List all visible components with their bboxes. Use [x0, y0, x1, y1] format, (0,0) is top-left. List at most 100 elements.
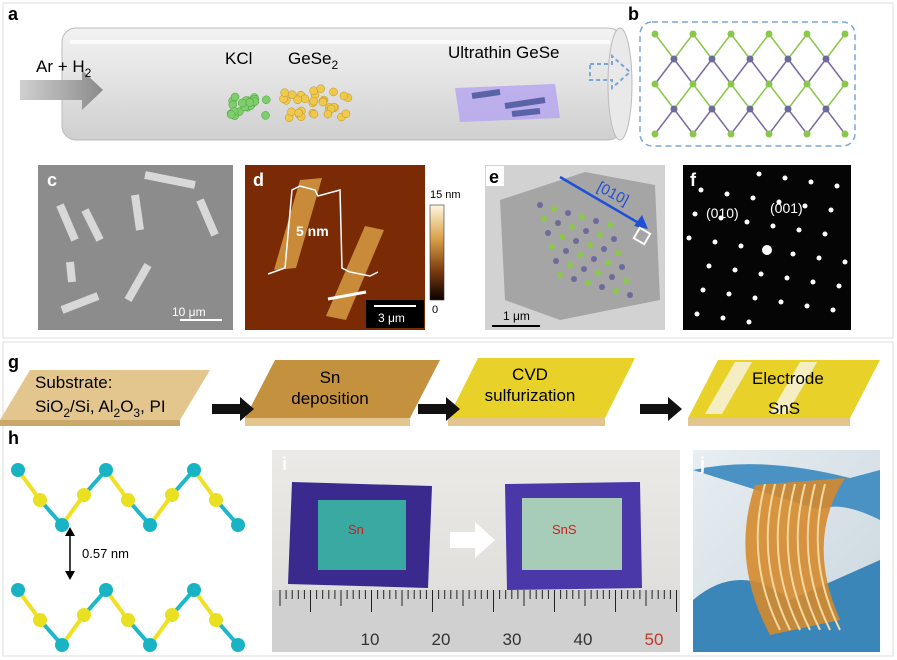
- diffraction-spot: [796, 227, 802, 233]
- subscript: 2: [63, 406, 70, 420]
- diffraction-spot: [822, 231, 828, 237]
- atom: [565, 210, 571, 216]
- panel-e: [010] 1 μm e: [485, 165, 665, 330]
- scale-bar-label: 10 μm: [172, 305, 206, 319]
- atom: [579, 214, 585, 220]
- atom: [597, 232, 603, 238]
- atom: [670, 55, 678, 63]
- panel-label: b: [628, 4, 639, 24]
- atom: [784, 105, 792, 113]
- atom: [541, 216, 547, 222]
- substrate-text: /Si, Al: [70, 397, 113, 416]
- profile-line: [327, 290, 367, 301]
- bond: [825, 33, 846, 60]
- bond: [673, 33, 694, 60]
- diffraction-spot: [782, 175, 788, 181]
- atom: [803, 130, 811, 138]
- colorbar: [429, 204, 445, 301]
- substrate-text: O: [120, 397, 133, 416]
- electrode-line: [776, 483, 801, 631]
- panel-label: g: [8, 352, 19, 372]
- panel-label: i: [282, 454, 287, 474]
- gese2-particle: [309, 86, 318, 95]
- sample-film: [318, 500, 406, 570]
- atom: [623, 278, 629, 284]
- diffraction-spot: [810, 279, 816, 285]
- bond: [749, 108, 770, 135]
- bond: [730, 58, 751, 85]
- atom: [708, 55, 716, 63]
- diffraction-spot: [802, 203, 808, 209]
- gas-subscript: 2: [85, 66, 92, 80]
- bond: [787, 83, 808, 110]
- ruler: [272, 590, 680, 652]
- nanosheet: [196, 198, 219, 237]
- gese-flake: [471, 89, 501, 99]
- atom: [651, 80, 659, 88]
- dashed-arrow: [589, 53, 632, 91]
- atom: [689, 130, 697, 138]
- atom: [689, 30, 697, 38]
- atom: [555, 220, 561, 226]
- bond: [711, 83, 732, 110]
- lattice-box: [639, 21, 856, 147]
- diffraction-spot: [834, 183, 840, 189]
- profile-label: 5 nm: [296, 223, 329, 239]
- bond: [806, 108, 827, 135]
- panel-i: 50 40 30 20 10 Sn SnS i: [272, 450, 680, 652]
- bond: [806, 33, 827, 60]
- panel-a: a Ar + H2 KCl GeSe2 Ultrathin GeSe: [8, 4, 633, 141]
- atom: [143, 638, 157, 652]
- diffraction-spot: [842, 259, 848, 265]
- atom: [765, 80, 773, 88]
- gese2-particle: [339, 91, 349, 101]
- atom: [549, 244, 555, 250]
- colorbar-min: 0: [432, 304, 438, 316]
- atom: [55, 638, 69, 652]
- atom: [187, 583, 201, 597]
- atom: [605, 260, 611, 266]
- substrate-slab: [0, 370, 210, 420]
- atom: [619, 264, 625, 270]
- gese2-particle: [287, 107, 296, 117]
- gese2-particle: [309, 109, 319, 119]
- atom: [599, 284, 605, 290]
- bond: [654, 58, 675, 85]
- diffraction-spot: [804, 303, 810, 309]
- atom: [607, 222, 613, 228]
- sample-film: [522, 498, 622, 570]
- bond: [673, 58, 694, 85]
- panel-label: f: [690, 170, 697, 190]
- atom: [651, 130, 659, 138]
- diffraction-spot: [770, 223, 776, 229]
- panel-label: c: [47, 170, 57, 190]
- atom: [551, 206, 557, 212]
- salt-label: KCl: [225, 49, 252, 68]
- panel-g: Substrate: SiO2/Si, Al2O3, PI Sn deposit…: [0, 352, 880, 426]
- substrate-text: SiO: [35, 397, 63, 416]
- bond: [654, 108, 675, 135]
- atom: [746, 55, 754, 63]
- ruler-number: 40: [574, 630, 593, 649]
- diffraction-spot: [732, 267, 738, 273]
- diffraction-spot: [830, 307, 836, 313]
- bond: [749, 83, 770, 110]
- atom: [727, 80, 735, 88]
- bond: [711, 58, 732, 85]
- panel-label: j: [699, 454, 705, 474]
- film-label: SnS: [768, 399, 800, 418]
- kcl-particle: [226, 110, 236, 119]
- substrate-title: Substrate:: [35, 373, 113, 392]
- bond: [787, 33, 808, 60]
- direction-arrow: [559, 175, 643, 227]
- scale-box: [366, 300, 424, 328]
- atom: [77, 608, 91, 622]
- nanosheet: [66, 261, 76, 283]
- frame-bottom: [2, 341, 894, 657]
- diffraction-spot: [692, 211, 698, 217]
- diffraction-spot: [720, 315, 726, 321]
- atom: [569, 224, 575, 230]
- bond: [730, 83, 751, 110]
- bond: [768, 58, 789, 85]
- atom: [591, 256, 597, 262]
